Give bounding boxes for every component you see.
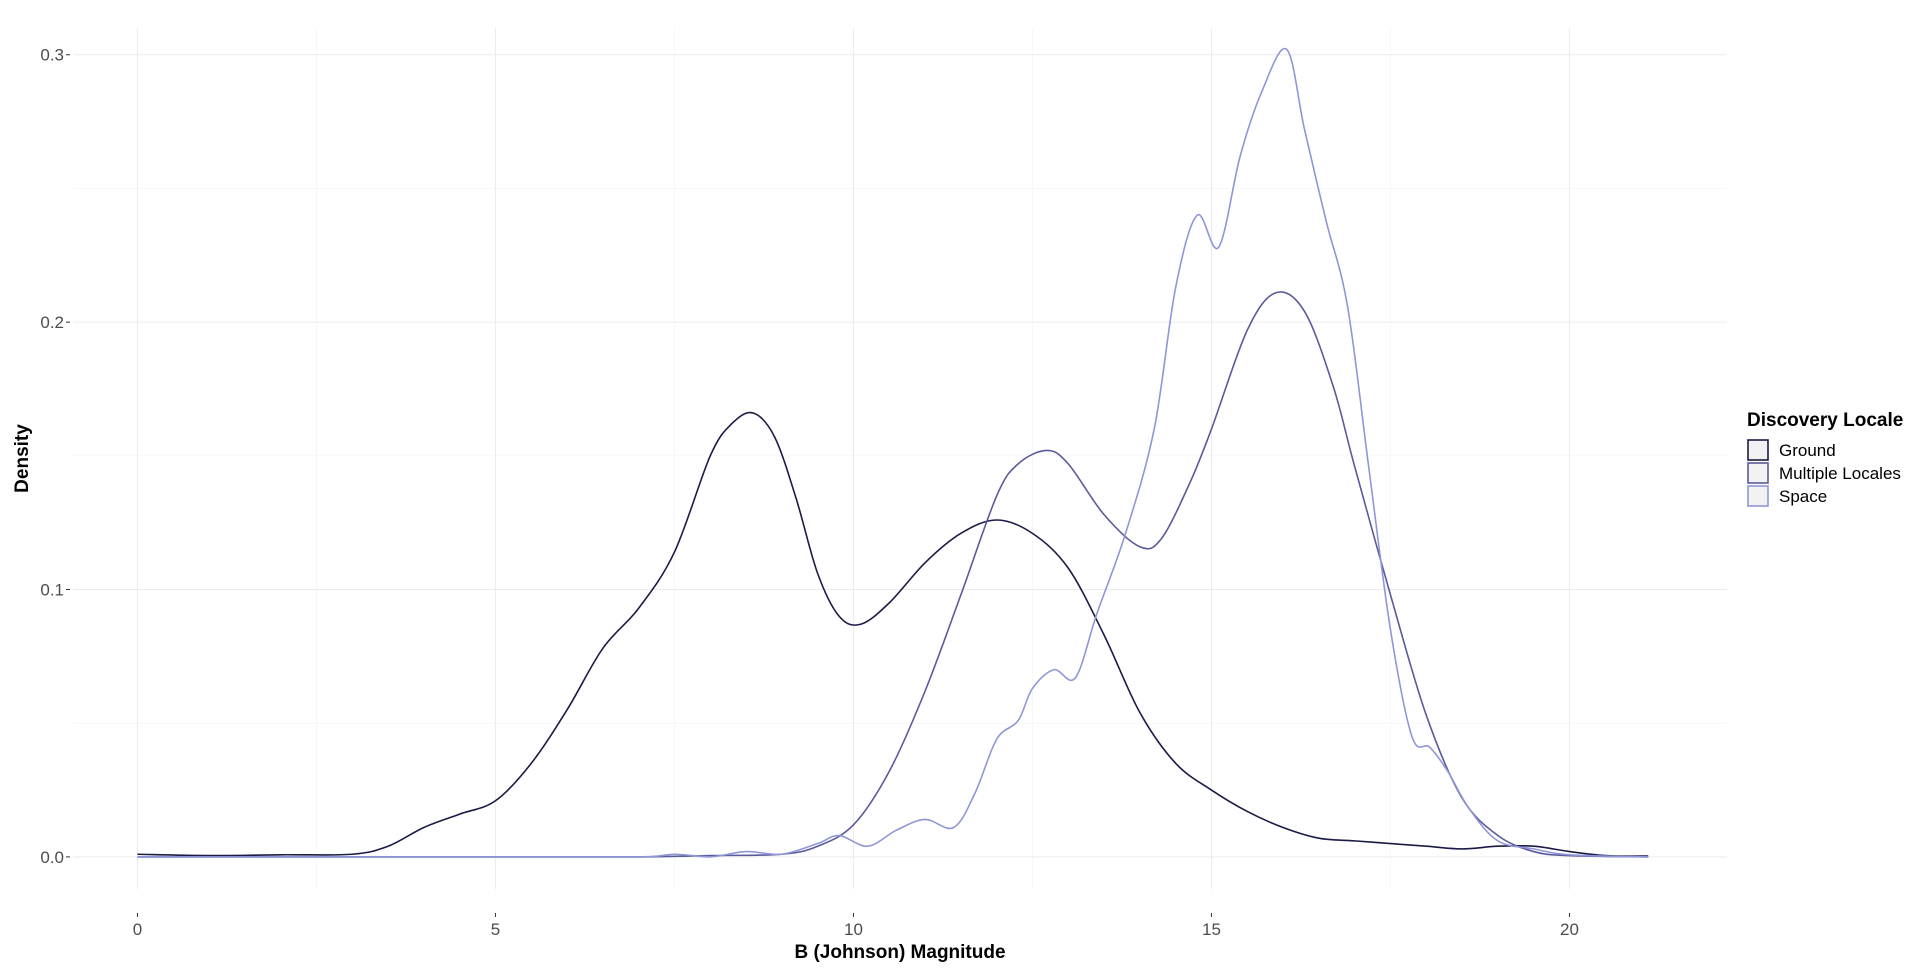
x-tick-label: 10 bbox=[844, 920, 863, 939]
density-curve-multiple-locales bbox=[137, 291, 1649, 858]
legend-key-space bbox=[1747, 485, 1769, 507]
legend: Discovery Locale Ground Multiple Locales S… bbox=[1747, 410, 1903, 507]
x-tick-label: 20 bbox=[1560, 920, 1579, 939]
density-curves bbox=[137, 47, 1649, 858]
x-tick-label: 5 bbox=[491, 920, 500, 939]
y-axis-title: Density bbox=[12, 424, 33, 493]
x-axis-title: B (Johnson) Magnitude bbox=[794, 942, 1005, 963]
legend-label-multiple-locales: Multiple Locales bbox=[1779, 464, 1901, 483]
axes: 0 5 10 15 20 0.0 0.1 0.2 0.3 bbox=[40, 46, 1579, 939]
grid bbox=[73, 28, 1727, 889]
density-curve-ground bbox=[137, 411, 1649, 857]
legend-label-space: Space bbox=[1779, 487, 1827, 506]
y-tick-label: 0.1 bbox=[40, 581, 64, 600]
legend-label-ground: Ground bbox=[1779, 441, 1836, 460]
density-curve-space bbox=[137, 47, 1649, 858]
legend-title: Discovery Locale bbox=[1747, 410, 1903, 431]
y-tick-label: 0.3 bbox=[40, 46, 64, 65]
y-tick-label: 0.2 bbox=[40, 313, 64, 332]
legend-key-ground bbox=[1747, 439, 1769, 461]
x-tick-label: 0 bbox=[133, 920, 142, 939]
legend-items: Ground Multiple Locales Space bbox=[1747, 439, 1901, 507]
y-tick-label: 0.0 bbox=[40, 848, 64, 867]
legend-key-multiple-locales bbox=[1747, 462, 1769, 484]
x-tick-label: 15 bbox=[1202, 920, 1221, 939]
